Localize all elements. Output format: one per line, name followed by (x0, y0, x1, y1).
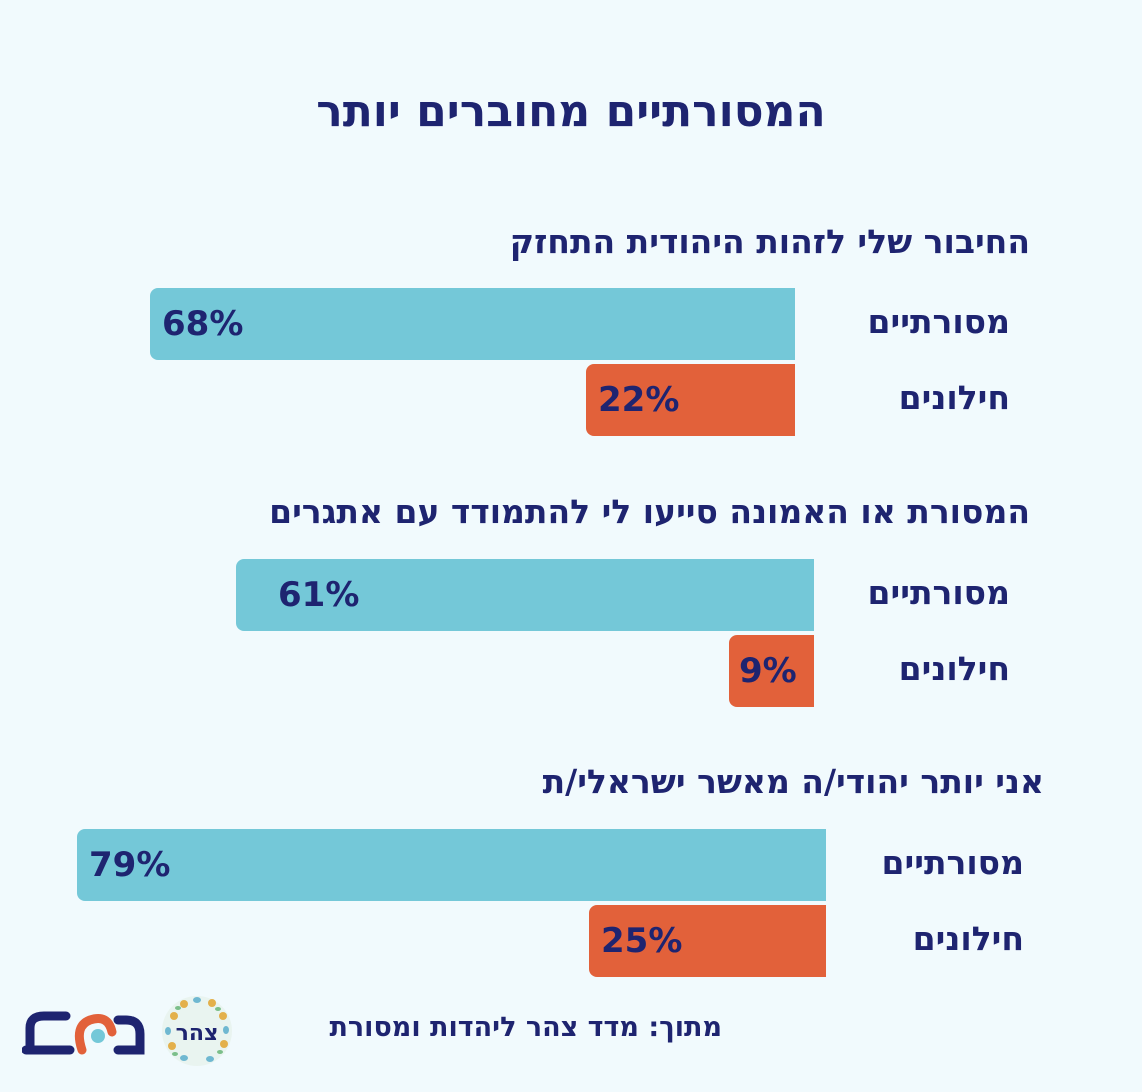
page-title: המסורתיים מחוברים יותר (316, 86, 826, 137)
bar-traditional (77, 829, 826, 901)
bar-value-label: 68% (162, 304, 244, 344)
category-label-secular: חילונים (898, 649, 1010, 688)
bar-value-label: 9% (739, 651, 797, 691)
category-label-traditional: מסורתיים (867, 302, 1010, 341)
bar-secular (729, 635, 814, 707)
mashav-logo (21, 1006, 148, 1062)
bar-value-label: 22% (598, 380, 680, 420)
bar-secular (586, 364, 795, 436)
category-label-secular: חילונים (912, 919, 1024, 958)
bar-traditional (150, 288, 795, 360)
bar-value-label: 79% (89, 845, 171, 885)
bar-secular (589, 905, 826, 977)
category-label-traditional: מסורתיים (881, 843, 1024, 882)
zohar-logo-text: צהר (176, 1021, 219, 1046)
question-title: המסורת או האמונה סייעו לי להתמודד עם אתג… (269, 492, 1030, 531)
question-title: החיבור שלי לזהות היהודית התחזק (509, 222, 1030, 261)
category-label-secular: חילונים (898, 378, 1010, 417)
zohar-logo: צהר (160, 994, 234, 1072)
bar-value-label: 61% (278, 575, 360, 615)
source-note: מתוך: מדד צהר ליהדות ומסורת (329, 1012, 722, 1043)
bar-value-label: 25% (601, 921, 683, 961)
category-label-traditional: מסורתיים (867, 573, 1010, 612)
question-title: אני יותר יהודי/ה מאשר ישראלי/ת (542, 762, 1044, 801)
bar-traditional (236, 559, 814, 631)
